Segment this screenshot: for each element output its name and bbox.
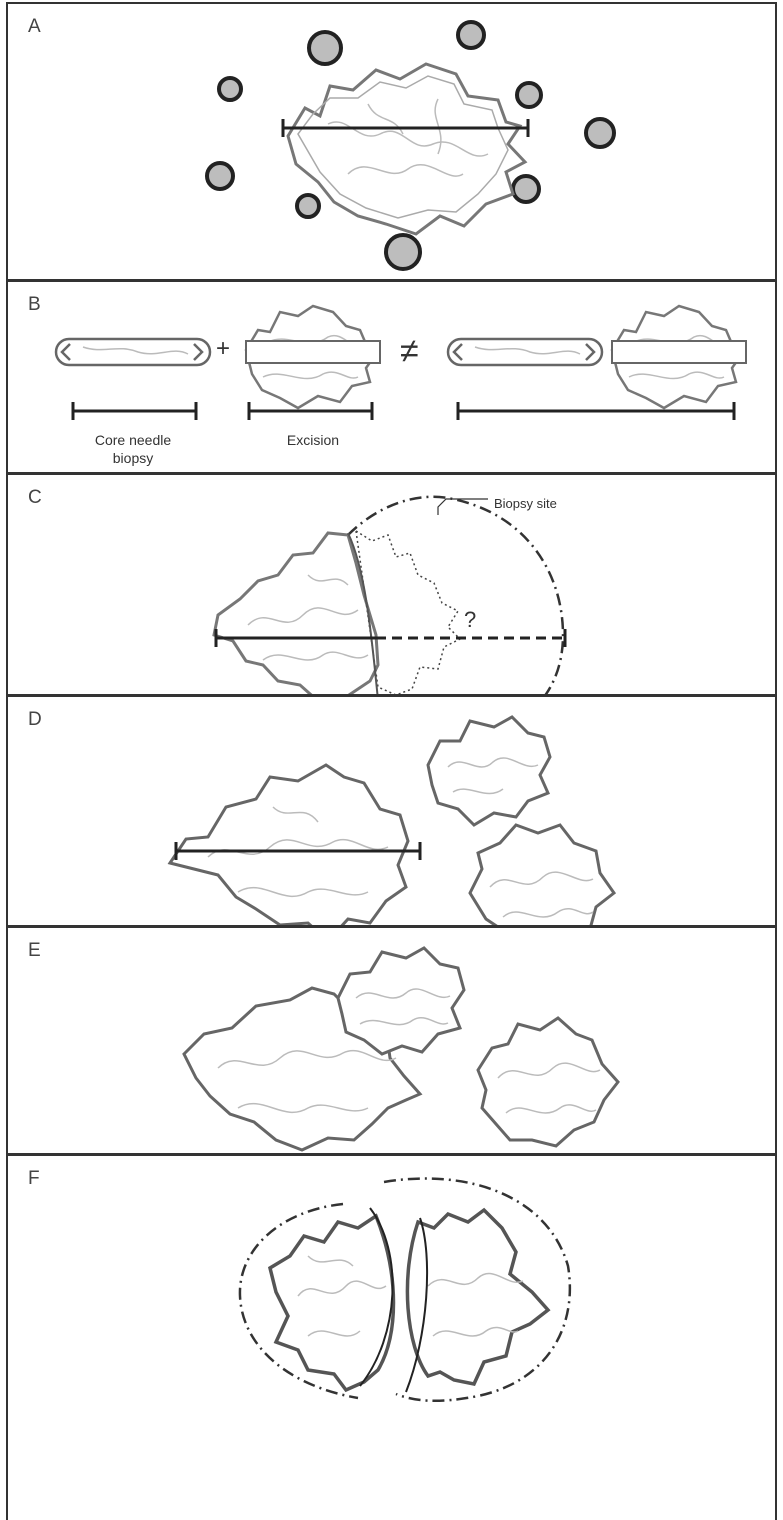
excision-label: Excision	[286, 432, 340, 448]
nodule	[295, 193, 321, 219]
panel-c: C Biopsy site ?	[6, 473, 777, 696]
core-needle-specimen-right	[446, 337, 604, 367]
panel-e-drawing	[182, 946, 620, 1152]
biopsy-site-label: Biopsy site	[494, 496, 557, 511]
measurement-bar	[174, 842, 422, 860]
primary-tumor	[286, 62, 528, 236]
tumor-half-right	[405, 1207, 551, 1386]
core-needle-label-line2: biopsy	[112, 450, 154, 466]
tumor-focus-lower-right	[468, 823, 617, 925]
panel-letter: E	[28, 940, 41, 961]
excision-specimen-left	[244, 304, 381, 410]
tumor-focus-right	[476, 1016, 620, 1148]
panel-letter: C	[28, 487, 42, 508]
panel-d: D	[6, 695, 777, 927]
nodule	[511, 174, 541, 204]
question-mark: ?	[464, 607, 477, 632]
panel-b: B + ≠ C	[6, 280, 777, 474]
tumor-focus-upper-right	[426, 715, 552, 827]
plus-sign: +	[216, 335, 231, 362]
panel-letter: B	[28, 294, 41, 315]
panel-letter: F	[28, 1168, 40, 1189]
excised-tumor-outline	[355, 529, 462, 694]
nodule	[515, 81, 543, 109]
panel-letter: A	[28, 16, 41, 37]
nodule	[456, 20, 486, 50]
tumor-focus-large	[182, 986, 423, 1152]
nodule	[384, 233, 422, 271]
panel-letter: D	[28, 709, 42, 730]
panel-e: E	[6, 926, 777, 1155]
panel-d-drawing	[167, 715, 617, 925]
nodule	[205, 161, 235, 191]
panel-f-drawing	[238, 1177, 572, 1403]
core-needle-label-line1: Core needle	[94, 432, 172, 448]
measurement-bar	[214, 629, 567, 647]
nodule	[217, 76, 243, 102]
not-equal-sign: ≠	[400, 332, 419, 370]
excision-specimen-right	[610, 304, 747, 410]
biopsy-site-leader	[437, 498, 488, 515]
cut-margins	[359, 1207, 429, 1393]
measurement-bar	[281, 119, 530, 137]
residual-tumor	[212, 531, 380, 694]
panel-f: F	[6, 1154, 777, 1520]
panel-b-drawing	[54, 304, 747, 420]
panel-a-drawing	[205, 20, 616, 271]
panel-a: A	[6, 2, 777, 281]
resection-margin-line	[347, 532, 379, 694]
nodule	[584, 117, 616, 149]
panel-c-drawing	[212, 495, 567, 694]
biopsy-site-outline	[347, 495, 565, 694]
core-needle-label: Core needle biopsy	[68, 431, 198, 467]
tumor-focus-overlapping	[336, 946, 466, 1056]
biopsy-site-outlines	[238, 1177, 572, 1403]
satellite-nodules	[205, 20, 616, 271]
tumor-focus-large	[167, 763, 410, 925]
nodule	[307, 30, 343, 66]
core-needle-specimen-left	[54, 337, 212, 367]
measurement-bars	[71, 402, 736, 420]
